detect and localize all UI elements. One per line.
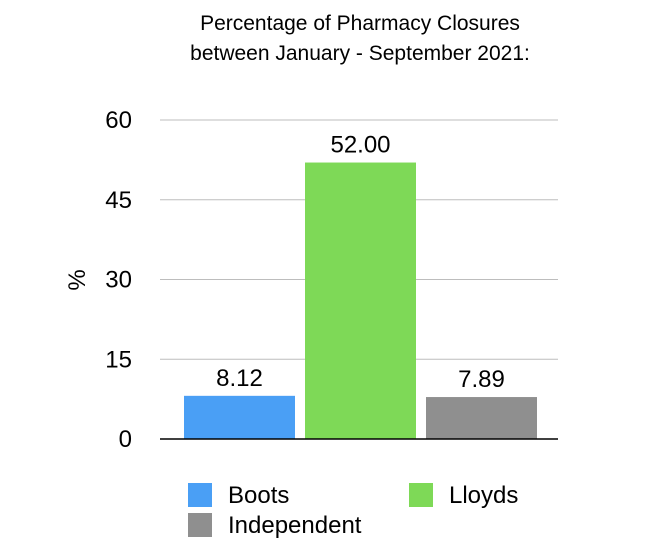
chart-title-line-2: between January - September 2021: (190, 42, 530, 65)
legend-swatch-boots (188, 483, 212, 507)
legend-swatch-independent (188, 513, 212, 537)
data-label-boots: 8.12 (216, 365, 263, 392)
legend-label-independent: Independent (228, 512, 362, 539)
y-axis-tick-labels: 0 15 30 45 60 (105, 107, 132, 453)
bars (184, 162, 537, 440)
data-label-lloyds: 52.00 (330, 132, 390, 159)
y-tick-label: 15 (105, 346, 132, 373)
y-tick-label: 60 (105, 107, 132, 134)
legend-label-lloyds: Lloyds (449, 482, 518, 509)
legend-label-boots: Boots (228, 482, 289, 509)
bar-independent (426, 397, 537, 439)
y-tick-label: 0 (119, 426, 132, 453)
legend: Boots Lloyds Independent (188, 482, 518, 539)
chart-title: Percentage of Pharmacy Closures between … (190, 12, 530, 65)
bar-boots (184, 395, 295, 439)
data-labels: 8.12 52.00 7.89 (216, 132, 505, 394)
y-tick-label: 45 (105, 187, 132, 214)
y-tick-label: 30 (105, 267, 132, 294)
data-label-independent: 7.89 (458, 366, 505, 393)
chart-title-line-1: Percentage of Pharmacy Closures (200, 12, 520, 35)
bar-lloyds (305, 162, 416, 440)
y-axis-label: % (64, 269, 91, 290)
legend-swatch-lloyds (409, 483, 433, 507)
